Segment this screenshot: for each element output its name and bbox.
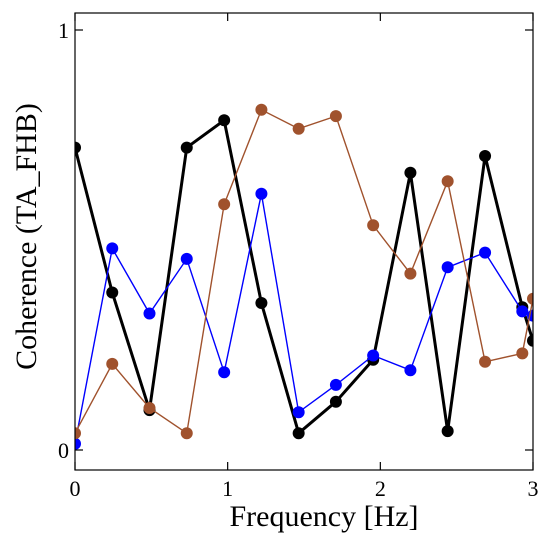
series-2-point — [75, 427, 81, 440]
series-0-point — [527, 334, 533, 347]
series-1-point — [106, 242, 119, 255]
series-2-point — [180, 427, 193, 440]
x-tick-label: 2 — [375, 476, 386, 501]
series-layer — [75, 103, 533, 450]
series-2-point — [106, 357, 119, 370]
series-2-point — [367, 219, 380, 232]
series-2-point — [441, 175, 454, 188]
series-0-point — [479, 150, 492, 162]
series-1 — [75, 187, 533, 450]
series-1-point — [516, 305, 529, 318]
series-1-point — [143, 307, 156, 320]
series-0-point — [255, 297, 268, 309]
x-tick-label: 1 — [222, 476, 233, 501]
series-1-point — [180, 252, 193, 265]
series-0 — [75, 114, 533, 440]
series-1-point — [292, 406, 305, 419]
series-1-point — [218, 366, 231, 379]
series-2-point — [329, 110, 342, 123]
series-1-line — [75, 193, 533, 444]
series-2-point — [255, 103, 268, 116]
series-0-point — [75, 141, 81, 154]
ticks-layer: 0 1 2 3 0 1 — [58, 13, 539, 501]
x-axis-label: Frequency [Hz] — [229, 500, 418, 533]
series-0-point — [180, 141, 193, 154]
x-tick-label: 0 — [70, 476, 81, 501]
series-1-point — [367, 349, 380, 362]
series-1-point — [441, 261, 454, 274]
series-1-point — [255, 187, 268, 200]
series-2-point — [479, 355, 492, 368]
y-tick-label: 0 — [58, 438, 69, 463]
series-0-point — [106, 286, 119, 299]
series-1-point — [404, 364, 417, 377]
series-1-point — [75, 437, 81, 450]
series-2-point — [404, 267, 417, 280]
series-0-point — [218, 114, 231, 127]
y-tick-label: 1 — [58, 18, 69, 43]
y-axis-label: Coherence (TA_FHB) — [10, 103, 43, 370]
series-1-point — [479, 246, 492, 259]
x-tick-label: 3 — [528, 476, 539, 501]
series-0-point — [329, 395, 342, 408]
series-2-point — [527, 292, 533, 305]
series-2-point — [292, 122, 305, 135]
series-0-line — [75, 117, 533, 436]
plot-frame — [74, 12, 534, 471]
series-2 — [75, 103, 533, 440]
series-1-point — [329, 378, 342, 391]
series-0-point — [404, 166, 417, 179]
series-2-point — [143, 402, 156, 414]
series-2-point — [218, 198, 231, 211]
series-2-point — [516, 347, 529, 360]
series-0-point — [441, 425, 454, 438]
series-2-line — [75, 108, 533, 435]
series-0-point — [292, 427, 305, 440]
